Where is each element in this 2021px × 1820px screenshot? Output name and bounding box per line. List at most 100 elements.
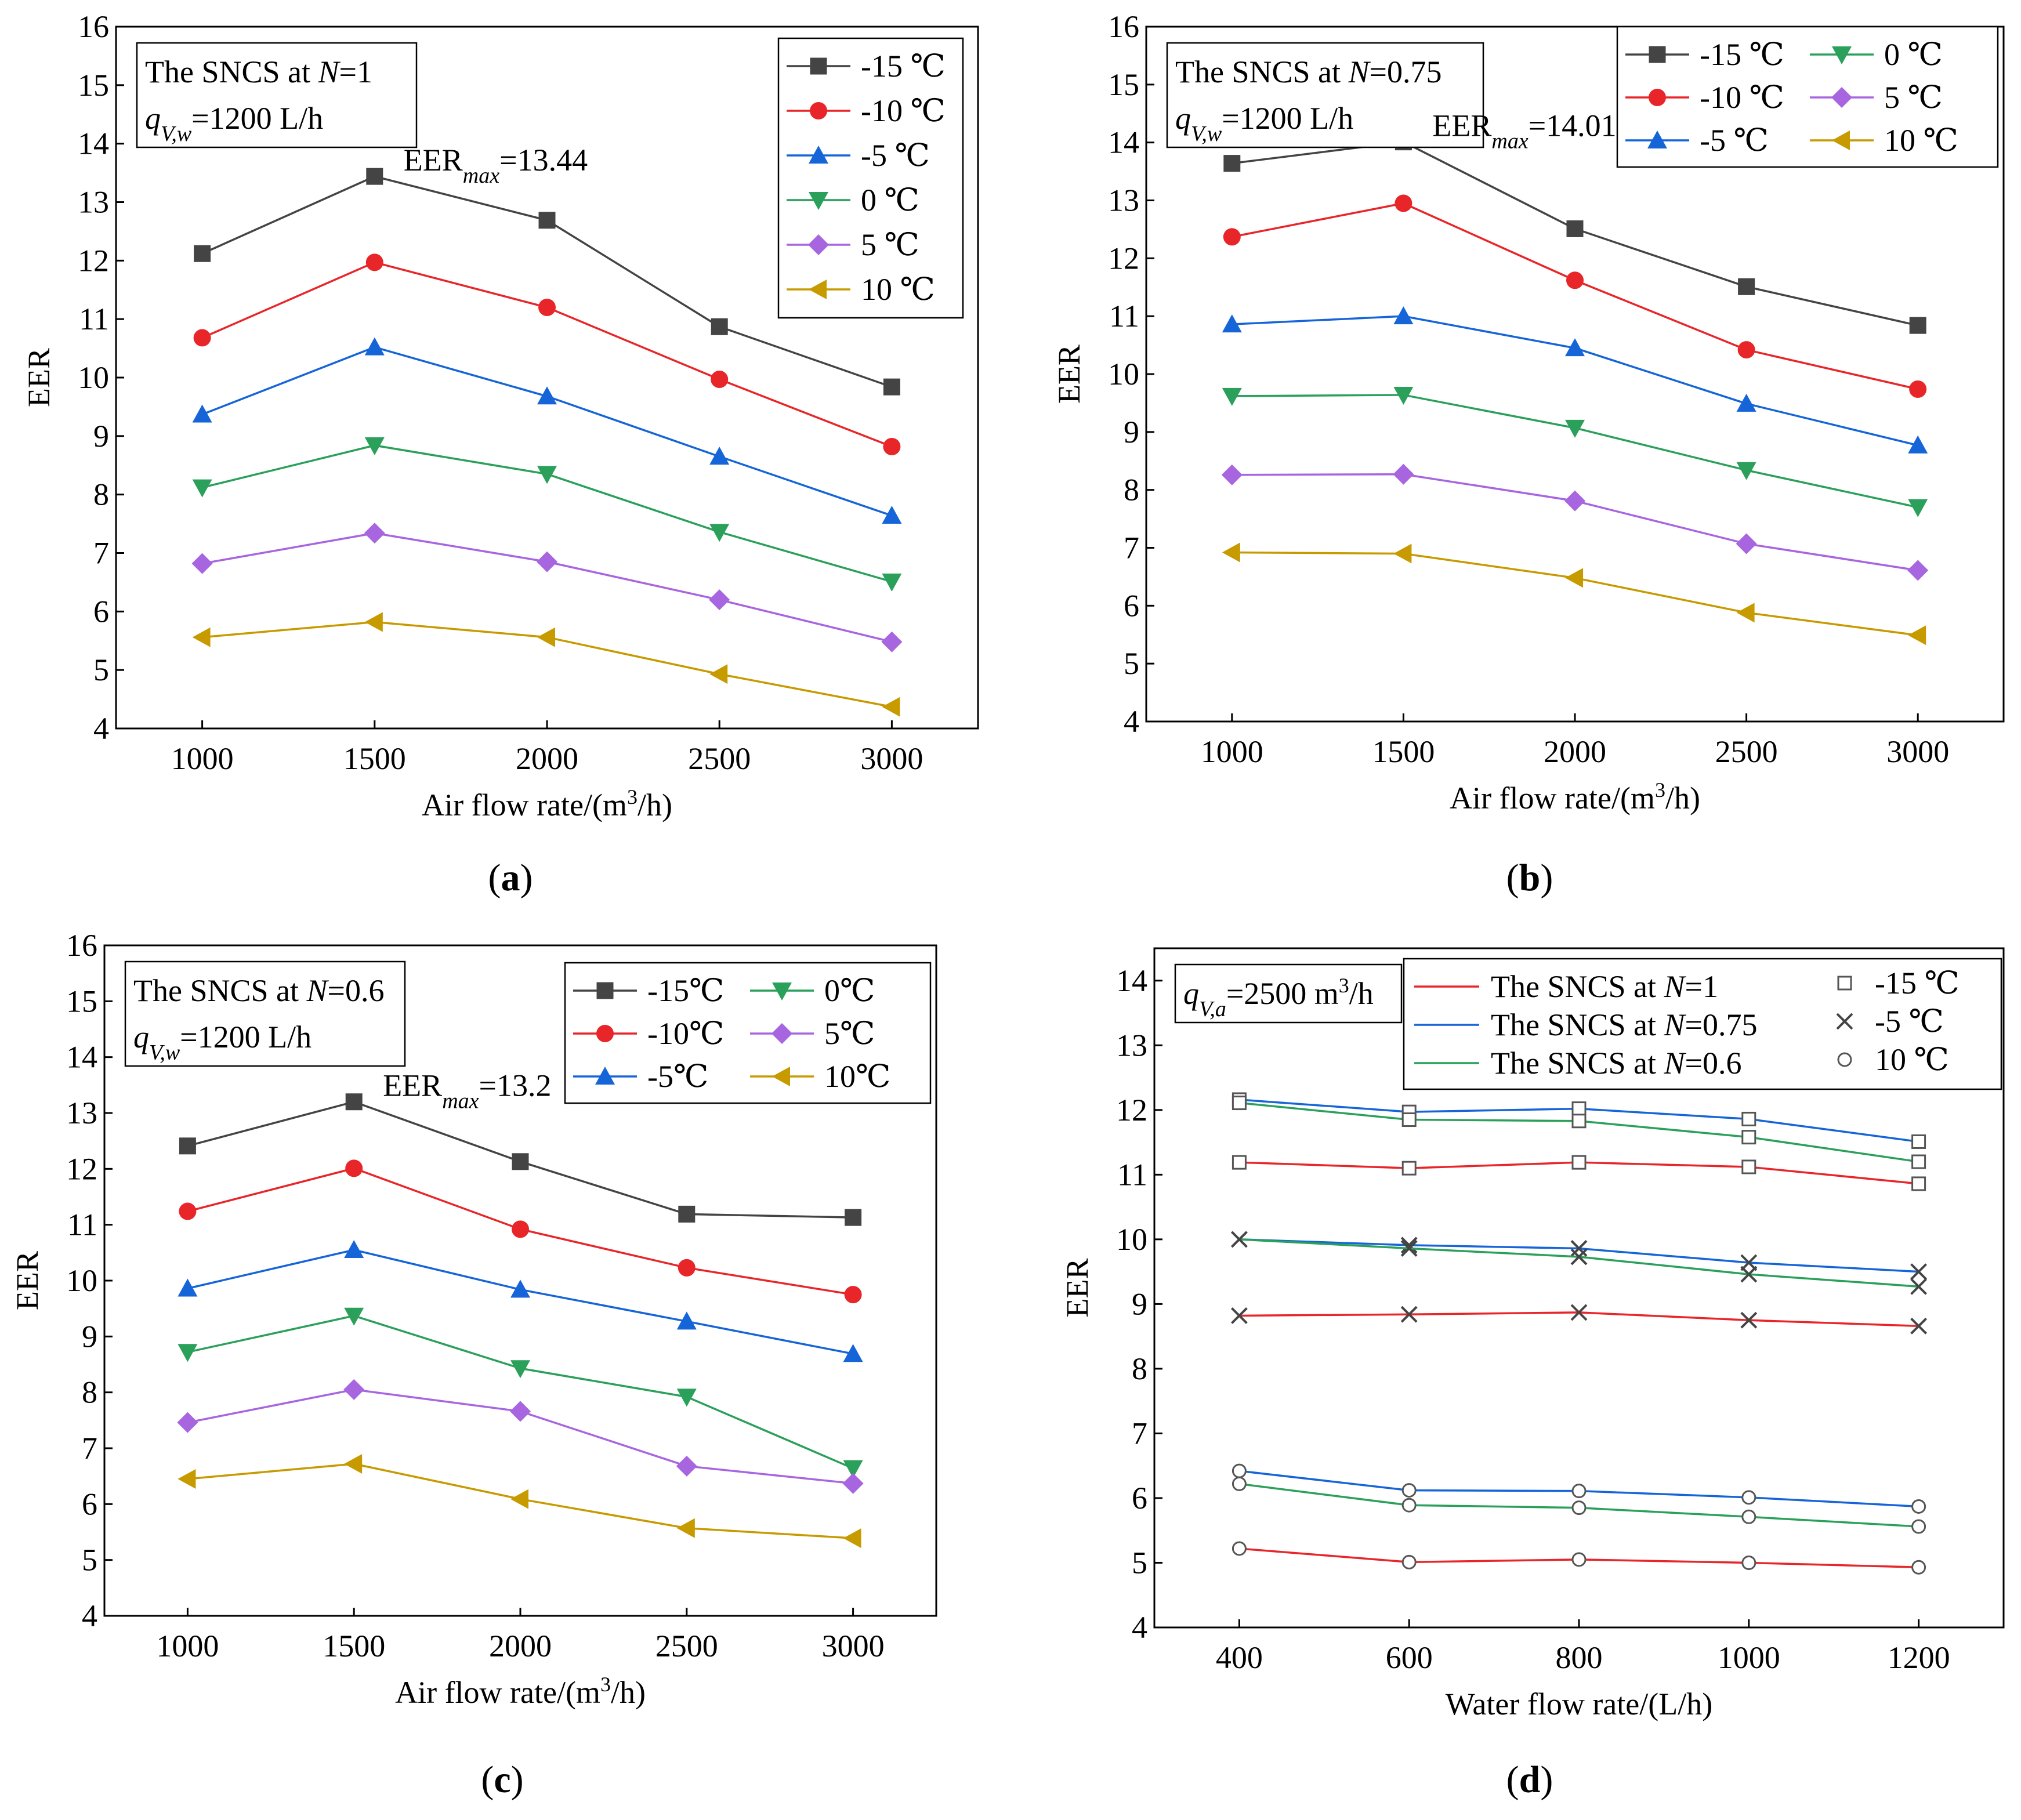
data-point: [1910, 1263, 1928, 1281]
data-point: [1570, 1248, 1588, 1266]
y-tick-label: 8: [1124, 473, 1139, 507]
legend-label: -10 ℃: [861, 93, 946, 128]
annotation-text: qV,w=1200 L/h: [1175, 101, 1353, 146]
data-point: [1571, 1552, 1587, 1567]
y-tick-label: 14: [1108, 125, 1139, 160]
data-point-stroke: [1230, 1231, 1248, 1248]
data-point: [192, 479, 212, 498]
series-line: [187, 1249, 853, 1355]
y-tick-label: 9: [1132, 1286, 1147, 1321]
legend-label: 10 ℃: [1884, 123, 1958, 158]
legend-marker: [772, 1023, 792, 1044]
y-tick-label: 11: [1117, 1157, 1147, 1192]
annotation-box: [1166, 42, 1484, 148]
data-point: [1566, 271, 1584, 289]
x-tick-label: 3000: [860, 741, 923, 776]
data-point: [1736, 393, 1756, 412]
series-line: [1232, 473, 1918, 572]
legend-label: -10℃: [647, 1016, 724, 1051]
data-point: [192, 404, 212, 423]
legend-label: 5℃: [824, 1016, 875, 1051]
y-tick-label: 13: [1116, 1028, 1147, 1063]
y-tick-label: 8: [93, 477, 109, 512]
x-tick-label: 2000: [516, 741, 578, 776]
data-point: [882, 697, 900, 717]
data-point: [1571, 1155, 1587, 1170]
legend-marker: [1649, 46, 1666, 63]
x-tick-label: 2500: [688, 741, 751, 776]
data-point: [364, 612, 383, 632]
chart-panel-d: 4 5 6 7 8 9 10 11 12 13 14 400 600 800 1000 1200 Water f…: [1060, 947, 2005, 1801]
data-point: [1222, 314, 1242, 333]
legend-marker: [1832, 130, 1850, 150]
legend-label: 10℃: [824, 1059, 890, 1094]
x-axis-label: Air flow rate/(m3/h): [1450, 778, 1700, 815]
data-point: [881, 631, 903, 652]
x-tick-label: 400: [1216, 1640, 1263, 1675]
x-tick-label: 2500: [1715, 734, 1778, 769]
y-tick-label: 12: [1116, 1093, 1147, 1127]
data-point: [191, 553, 213, 574]
data-point: [537, 466, 557, 484]
data-point: [179, 1202, 197, 1220]
y-tick-label: 6: [82, 1487, 97, 1521]
data-point: [1907, 560, 1929, 581]
legend-box: [1403, 958, 2002, 1090]
y-tick-label: 16: [66, 928, 97, 963]
y-tick-label: 12: [1108, 241, 1139, 275]
data-point: [842, 1473, 864, 1494]
data-point-stroke: [1740, 1311, 1758, 1329]
data-point: [193, 329, 211, 347]
data-point: [179, 1137, 196, 1155]
data-point: [1908, 625, 1926, 646]
legend-label: The SNCS at N=1: [1491, 969, 1718, 1004]
y-tick-label: 6: [93, 594, 109, 629]
data-point: [1571, 1114, 1587, 1129]
data-point: [1400, 1237, 1418, 1254]
y-tick-label: 9: [93, 419, 109, 454]
y-tick-label: 14: [1116, 963, 1147, 998]
panel-label: (a): [488, 857, 533, 899]
data-point: [1232, 1476, 1247, 1491]
data-point: [1565, 338, 1585, 357]
legend-marker: [809, 280, 827, 299]
y-tick-label: 7: [93, 536, 109, 571]
y-tick-label: 9: [82, 1319, 97, 1354]
data-point: [1736, 533, 1757, 554]
data-point: [1230, 1307, 1248, 1324]
y-axis-label: EER: [1060, 1259, 1095, 1318]
data-point: [678, 1205, 696, 1223]
data-point: [843, 1528, 861, 1549]
peak-annotation: EERmax=13.44: [404, 143, 588, 188]
data-point: [1571, 1500, 1587, 1516]
y-tick-label: 10: [1116, 1222, 1147, 1257]
data-point: [1570, 1240, 1588, 1257]
data-point: [843, 1460, 863, 1478]
y-axis-label: EER: [10, 1251, 45, 1310]
data-point: [1911, 1560, 1926, 1575]
data-point: [344, 1453, 363, 1474]
y-axis-label: EER: [21, 348, 56, 407]
legend-marker: [772, 1067, 790, 1086]
data-point: [882, 573, 902, 592]
data-point: [1232, 1155, 1247, 1170]
y-tick-label: 4: [1124, 704, 1139, 739]
legend-marker: [596, 1025, 614, 1042]
legend-label: -5 ℃: [1875, 1004, 1944, 1039]
data-point: [1738, 278, 1755, 295]
y-tick-label: 16: [1108, 9, 1139, 44]
x-axis-label: Air flow rate/(m3/h): [422, 785, 672, 822]
peak-annotation: EERmax=14.01: [1432, 108, 1616, 154]
y-tick-label: 4: [82, 1598, 97, 1633]
data-point: [537, 627, 555, 647]
data-point: [366, 168, 383, 185]
data-point: [1564, 490, 1585, 512]
y-tick-label: 11: [79, 302, 109, 336]
data-point-stroke: [1910, 1263, 1928, 1281]
x-tick-label: 2000: [1544, 734, 1606, 769]
data-point: [676, 1388, 697, 1407]
data-point: [1570, 1304, 1588, 1321]
legend-marker: [1831, 87, 1852, 108]
y-tick-label: 12: [78, 243, 109, 278]
data-point: [1910, 1317, 1928, 1335]
